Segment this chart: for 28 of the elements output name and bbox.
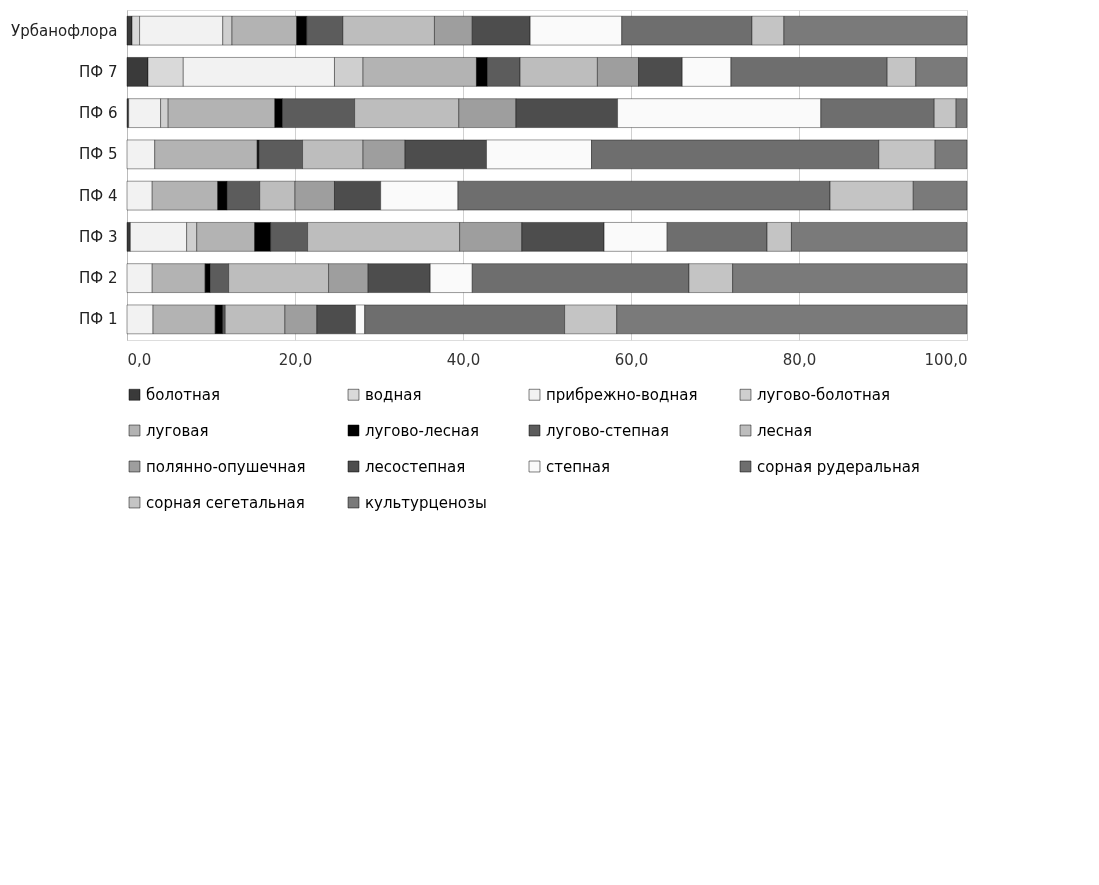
legend-label: лугово-лесная — [365, 421, 480, 440]
y-tick-label: ПФ 3 — [78, 227, 118, 246]
legend-label: лесная — [757, 421, 813, 440]
legend-label: сорная сегетальная — [146, 493, 305, 512]
legend-label: степная — [546, 457, 611, 476]
legend-label: луговая — [146, 421, 209, 440]
y-tick-label: ПФ 6 — [78, 104, 118, 123]
y-tick-label: ПФ 4 — [78, 186, 118, 205]
legend-label: болотная — [146, 385, 220, 404]
legend-label: лесостепная — [365, 457, 466, 476]
y-tick-label: ПФ 2 — [78, 269, 118, 288]
x-tick-label: 0,0 — [127, 350, 152, 369]
x-tick-label: 40,0 — [446, 350, 481, 369]
legend-label: полянно-опушечная — [146, 457, 306, 476]
y-tick-label: Урбанофлора — [11, 21, 118, 40]
legend-label: прибрежно-водная — [546, 385, 698, 404]
x-tick-label: 60,0 — [614, 350, 649, 369]
x-tick-label: 100,0 — [924, 350, 968, 369]
legend-label: лугово-болотная — [757, 385, 890, 404]
x-tick-label: 20,0 — [278, 350, 313, 369]
y-tick-label: ПФ 7 — [78, 62, 118, 81]
x-tick-label: 80,0 — [782, 350, 817, 369]
y-tick-label: ПФ 5 — [78, 145, 118, 164]
legend-label: сорная рудеральная — [757, 457, 920, 476]
y-tick-label: ПФ 1 — [78, 310, 118, 329]
legend-label: культурценозы — [365, 493, 487, 512]
legend-label: лугово-степная — [546, 421, 669, 440]
legend-label: водная — [365, 385, 422, 404]
